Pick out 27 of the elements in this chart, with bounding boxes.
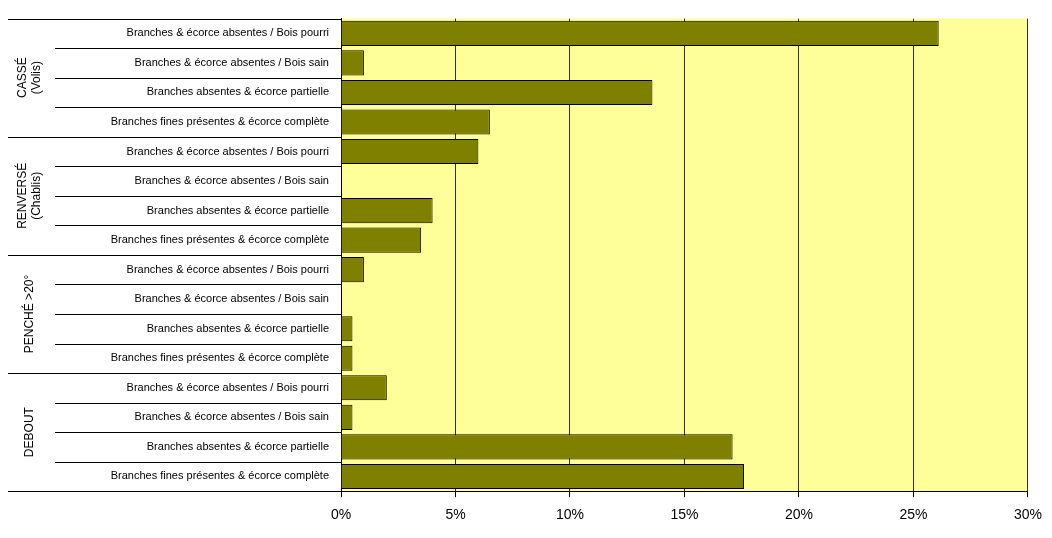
y-tick-label: Branches fines présentes & écorce complète — [110, 115, 329, 128]
y-tick-label: Branches & écorce absentes / Bois pourri — [126, 262, 329, 275]
text: PENCHÉ >20° — [21, 274, 37, 354]
y-tick-label: Branches absentes & écorce partielle — [146, 439, 329, 452]
y-tick-label: Branches & écorce absentes / Bois sain — [134, 174, 329, 187]
x-tick-label: 25% — [899, 506, 928, 523]
y-tick-label: Branches & écorce absentes / Bois pourri — [126, 144, 329, 157]
x-tick-label: 15% — [670, 506, 699, 523]
text: CASSÉ (Volis) — [14, 57, 44, 99]
x-tick-label: 30% — [1013, 506, 1043, 523]
x-tick-label: 0% — [330, 506, 352, 523]
y-tick-label: Branches absentes & écorce partielle — [146, 85, 329, 98]
x-tick-label: 20% — [784, 506, 814, 523]
y-tick-label: Branches fines présentes & écorce complète — [110, 233, 329, 246]
y-tick-label: Branches & écorce absentes / Bois pourri — [126, 380, 329, 393]
y-tick-label: Branches & écorce absentes / Bois pourri — [126, 26, 329, 39]
y-tick-label: Branches & écorce absentes / Bois sain — [134, 55, 329, 68]
text: RENVERSÉ (Chablis) — [14, 162, 44, 229]
x-tick-label: 5% — [445, 506, 466, 523]
y-tick-label: Branches & écorce absentes / Bois sain — [134, 292, 329, 305]
y-tick-label: Branches absentes & écorce partielle — [146, 203, 329, 216]
y-tick-label: Branches absentes & écorce partielle — [146, 321, 329, 334]
text: DEBOUT — [22, 406, 37, 458]
y-tick-label: Branches fines présentes & écorce complète — [110, 351, 329, 364]
y-tick-label: Branches & écorce absentes / Bois sain — [134, 410, 329, 423]
x-tick-label: 10% — [555, 506, 585, 523]
y-tick-label: Branches fines présentes & écorce complète — [110, 469, 329, 482]
